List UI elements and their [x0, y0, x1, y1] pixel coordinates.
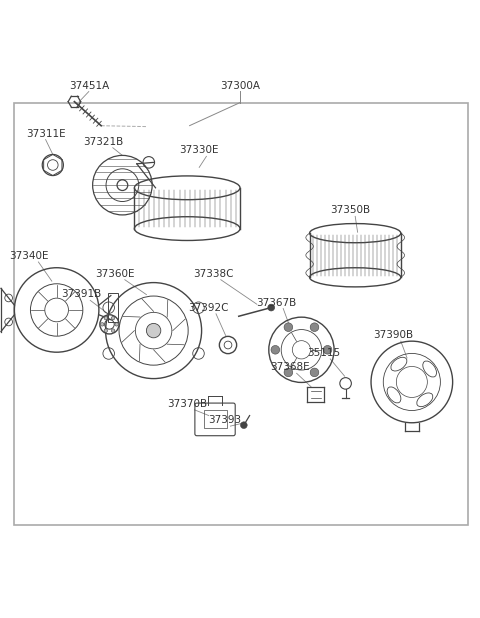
Circle shape — [284, 323, 293, 331]
Text: 37367B: 37367B — [256, 297, 296, 308]
Circle shape — [284, 368, 293, 377]
Text: 37321B: 37321B — [83, 137, 123, 146]
Bar — [204, 410, 227, 428]
Circle shape — [104, 316, 108, 320]
Text: 37360E: 37360E — [96, 269, 135, 279]
Circle shape — [310, 368, 319, 377]
Circle shape — [271, 345, 280, 354]
Circle shape — [115, 323, 119, 326]
Text: 37350B: 37350B — [330, 205, 371, 216]
Circle shape — [104, 329, 108, 332]
Text: 37368E: 37368E — [271, 362, 310, 373]
Text: 37390B: 37390B — [373, 330, 414, 340]
Circle shape — [111, 316, 115, 320]
Text: 37330E: 37330E — [180, 145, 219, 155]
Bar — [108, 293, 118, 322]
Text: 37370B: 37370B — [167, 399, 207, 409]
Text: 37451A: 37451A — [69, 80, 109, 91]
Circle shape — [310, 323, 319, 331]
Text: 37340E: 37340E — [9, 251, 48, 261]
Text: 37392C: 37392C — [189, 303, 229, 313]
Text: 37300A: 37300A — [220, 80, 260, 91]
Circle shape — [111, 329, 115, 332]
Circle shape — [240, 422, 247, 428]
Bar — [14, 103, 468, 525]
Circle shape — [323, 345, 332, 354]
Circle shape — [146, 323, 161, 338]
Circle shape — [268, 304, 275, 311]
Text: 35115: 35115 — [307, 348, 341, 358]
Text: 37391B: 37391B — [61, 289, 102, 299]
Text: 37338C: 37338C — [193, 269, 234, 279]
Circle shape — [100, 323, 104, 326]
Text: 37393: 37393 — [208, 415, 241, 425]
Text: 37311E: 37311E — [26, 129, 65, 138]
